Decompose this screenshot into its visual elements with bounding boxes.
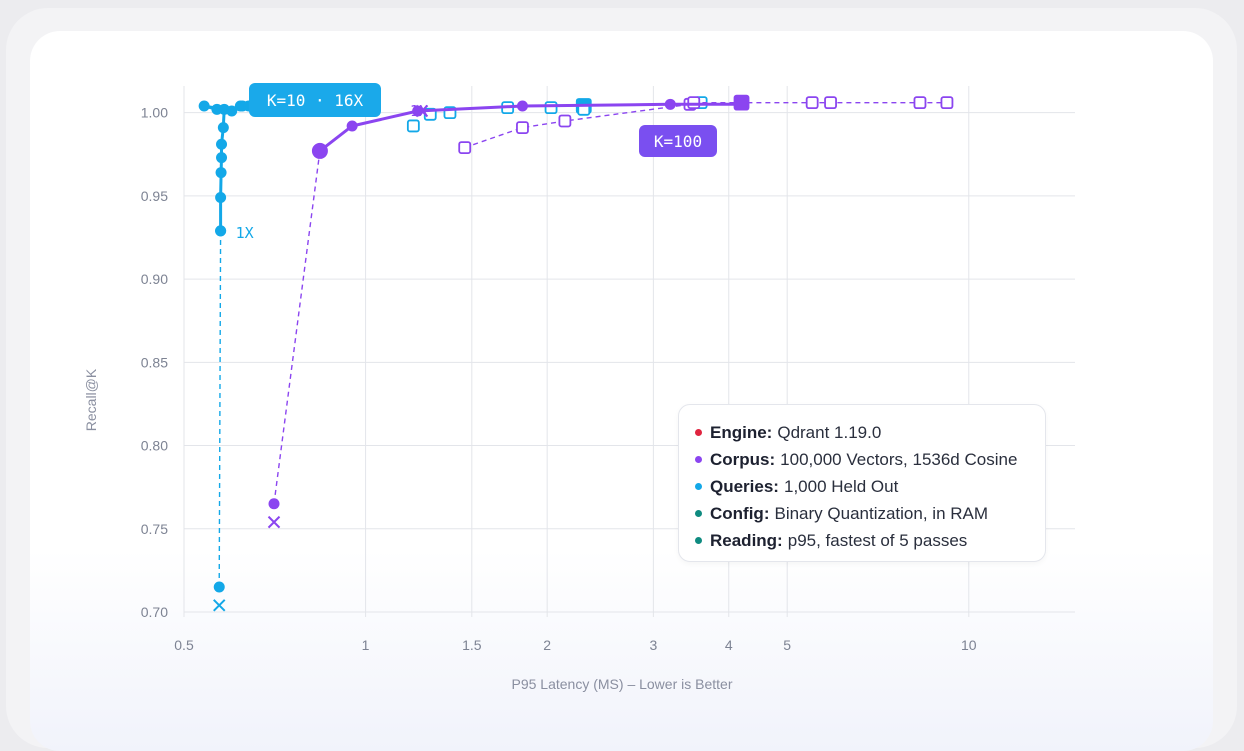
y-tick-label: 0.90 bbox=[141, 271, 168, 287]
data-point-x bbox=[267, 515, 281, 529]
data-point bbox=[215, 192, 227, 204]
y-axis-title: Recall@K bbox=[83, 368, 99, 431]
callout-box bbox=[249, 83, 381, 117]
data-point-square bbox=[687, 96, 701, 110]
legend-value: p95, fastest of 5 passes bbox=[787, 530, 968, 550]
legend-key: Engine: bbox=[710, 422, 773, 442]
data-point bbox=[516, 100, 528, 112]
legend-dot bbox=[695, 510, 702, 517]
data-point-square bbox=[913, 96, 927, 110]
legend-key: Corpus: bbox=[710, 449, 776, 469]
data-point bbox=[268, 498, 280, 510]
data-point-square bbox=[940, 96, 954, 110]
legend-item-reading: Reading: p95, fastest of 5 passes bbox=[695, 527, 1045, 554]
legend-item-engine: Engine: Qdrant 1.19.0 bbox=[695, 419, 1045, 446]
x-tick-label: 5 bbox=[783, 637, 791, 653]
legend-key: Queries: bbox=[710, 476, 779, 496]
legend-box: Engine: Qdrant 1.19.0 Corpus: 100,000 Ve… bbox=[678, 404, 1046, 562]
y-tick-label: 0.80 bbox=[141, 438, 168, 454]
legend-key: Reading: bbox=[710, 530, 783, 550]
legend-key: Config: bbox=[710, 503, 770, 523]
y-tick-label: 1.00 bbox=[141, 105, 168, 121]
x-tick-label: 1 bbox=[362, 637, 370, 653]
chart-card bbox=[30, 31, 1213, 751]
data-point-square bbox=[544, 101, 558, 115]
legend-dot bbox=[695, 456, 702, 463]
data-point-square bbox=[824, 96, 837, 110]
data-point bbox=[664, 98, 676, 110]
callout-k10: K=10 · 16X bbox=[249, 83, 381, 117]
data-point bbox=[198, 100, 210, 112]
data-point bbox=[226, 105, 238, 117]
callout-box bbox=[639, 125, 717, 157]
series-line bbox=[273, 150, 321, 504]
point-label: 1X bbox=[410, 102, 428, 120]
data-point-square bbox=[406, 119, 420, 133]
data-point bbox=[215, 225, 227, 237]
x-axis-title: P95 Latency (MS) – Lower is Better bbox=[512, 676, 733, 692]
series-line bbox=[464, 102, 947, 149]
y-tick-label: 0.85 bbox=[141, 354, 168, 370]
x-tick-label: 3 bbox=[649, 637, 657, 653]
data-point bbox=[217, 122, 229, 134]
data-point-x bbox=[213, 599, 226, 612]
callout-k100: K=100 bbox=[639, 125, 717, 157]
data-point bbox=[216, 138, 228, 150]
data-point bbox=[311, 142, 328, 159]
recall-latency-chart: 0.70 0.75 0.80 0.85 0.90 0.95 1.00 0.5 1 1.5 2 3 4 5 1… bbox=[83, 83, 1075, 692]
data-point bbox=[211, 103, 223, 115]
data-point-x bbox=[415, 104, 429, 118]
y-tick-label: 0.70 bbox=[141, 604, 168, 620]
legend-item-corpus: Corpus: 100,000 Vectors, 1536d Cosine bbox=[695, 446, 1045, 473]
legend-value: Binary Quantization, in RAM bbox=[774, 503, 989, 523]
point-label: 1X bbox=[236, 224, 254, 242]
data-point-square bbox=[516, 121, 529, 135]
data-point bbox=[213, 581, 225, 593]
series-line bbox=[318, 102, 742, 153]
legend-item-queries: Queries: 1,000 Held Out bbox=[695, 473, 1045, 500]
legend-value: 1,000 Held Out bbox=[783, 476, 899, 496]
x-tick-label: 10 bbox=[961, 637, 977, 653]
data-point-square bbox=[458, 141, 472, 155]
series-line bbox=[218, 230, 222, 588]
data-point bbox=[216, 152, 228, 164]
data-point-square bbox=[805, 96, 819, 110]
data-point bbox=[736, 98, 748, 110]
legend-dot bbox=[695, 429, 702, 436]
legend-dot bbox=[695, 483, 702, 490]
legend-item-config: Config: Binary Quantization, in RAM bbox=[695, 500, 1045, 527]
data-point bbox=[215, 167, 227, 179]
legend-value: Qdrant 1.19.0 bbox=[777, 422, 882, 442]
x-tick-label: 0.5 bbox=[174, 637, 194, 653]
x-tick-label: 1.5 bbox=[462, 637, 482, 653]
data-point bbox=[346, 120, 358, 132]
callout-label: K=100 bbox=[654, 132, 702, 151]
y-tick-label: 0.95 bbox=[141, 188, 168, 204]
callout-label: K=10 · 16X bbox=[267, 91, 364, 110]
legend-dot bbox=[695, 537, 702, 544]
y-tick-label: 0.75 bbox=[141, 521, 168, 537]
legend-value: 100,000 Vectors, 1536d Cosine bbox=[780, 449, 1018, 469]
x-tick-label: 4 bbox=[725, 637, 733, 653]
data-point-square bbox=[558, 114, 572, 128]
x-tick-label: 2 bbox=[543, 637, 551, 653]
